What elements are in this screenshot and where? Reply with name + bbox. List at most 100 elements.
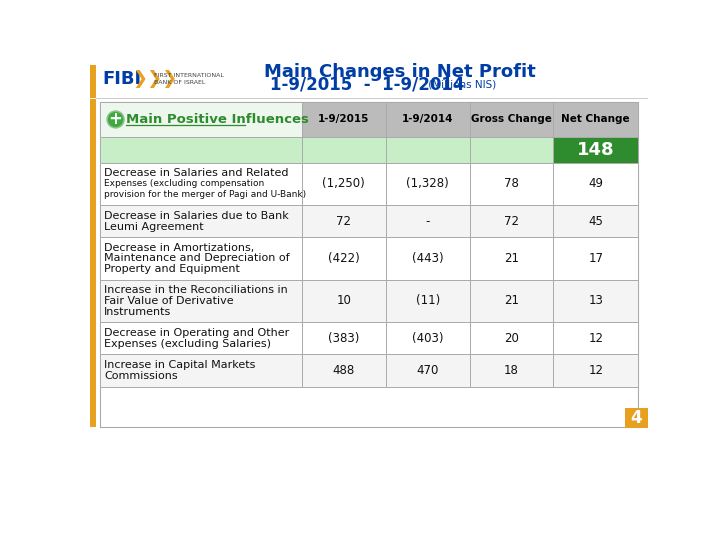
Text: 488: 488 — [333, 364, 355, 377]
Text: ❯❯❯: ❯❯❯ — [132, 70, 178, 89]
Text: (422): (422) — [328, 252, 359, 265]
Text: -: - — [426, 214, 430, 228]
Bar — [554, 322, 638, 354]
Text: 20: 20 — [504, 332, 519, 345]
Circle shape — [109, 112, 122, 126]
Circle shape — [107, 111, 124, 128]
Text: 18: 18 — [504, 364, 519, 377]
Text: Net Change: Net Change — [562, 114, 630, 125]
Text: FIBI: FIBI — [102, 70, 142, 89]
Text: 72: 72 — [336, 214, 351, 228]
Text: Decrease in Amortizations,: Decrease in Amortizations, — [104, 242, 254, 253]
Text: Decrease in Salaries and Related: Decrease in Salaries and Related — [104, 168, 289, 178]
Bar — [386, 163, 469, 205]
Bar — [100, 237, 302, 280]
Bar — [469, 322, 554, 354]
Bar — [386, 102, 469, 137]
Bar — [302, 205, 386, 237]
Bar — [96, 65, 648, 98]
Text: (443): (443) — [412, 252, 444, 265]
Text: Maintenance and Depreciation of: Maintenance and Depreciation of — [104, 253, 289, 264]
Bar — [625, 408, 648, 428]
Bar — [90, 65, 96, 98]
Bar — [554, 137, 638, 163]
Bar — [469, 237, 554, 280]
Text: Expenses (excluding Salaries): Expenses (excluding Salaries) — [104, 339, 271, 348]
Bar — [386, 205, 469, 237]
Text: 148: 148 — [577, 141, 614, 159]
Text: 45: 45 — [588, 214, 603, 228]
Bar — [302, 102, 386, 137]
Bar — [469, 102, 554, 137]
Bar — [100, 322, 302, 354]
Bar — [302, 137, 386, 163]
Bar — [469, 280, 554, 322]
Bar — [100, 205, 302, 237]
Text: Decrease in Salaries due to Bank: Decrease in Salaries due to Bank — [104, 211, 289, 221]
Text: 78: 78 — [504, 177, 519, 190]
Text: Increase in Capital Markets: Increase in Capital Markets — [104, 360, 256, 370]
Text: Leumi Agreement: Leumi Agreement — [104, 221, 204, 232]
Bar — [90, 99, 96, 427]
Text: Gross Change: Gross Change — [471, 114, 552, 125]
Text: Property and Equipment: Property and Equipment — [104, 264, 240, 274]
Bar — [386, 280, 469, 322]
Text: Main Positive Influences: Main Positive Influences — [126, 113, 309, 126]
Text: BANK OF ISRAEL: BANK OF ISRAEL — [153, 80, 205, 85]
Bar — [469, 137, 554, 163]
Bar — [386, 237, 469, 280]
Text: +: + — [109, 111, 122, 129]
Bar — [386, 354, 469, 387]
Text: 12: 12 — [588, 332, 603, 345]
Text: 4: 4 — [631, 409, 642, 427]
Bar — [386, 322, 469, 354]
Text: 21: 21 — [504, 252, 519, 265]
Text: Instruments: Instruments — [104, 307, 171, 316]
Text: Decrease in Operating and Other: Decrease in Operating and Other — [104, 328, 289, 338]
Text: (383): (383) — [328, 332, 359, 345]
Text: provision for the merger of Pagi and U-Bank): provision for the merger of Pagi and U-B… — [104, 190, 306, 199]
Bar — [469, 354, 554, 387]
Text: 13: 13 — [588, 294, 603, 307]
Bar — [554, 237, 638, 280]
Bar — [302, 322, 386, 354]
Text: 10: 10 — [336, 294, 351, 307]
Text: (Millions NIS): (Millions NIS) — [425, 80, 496, 90]
Bar — [100, 102, 302, 137]
Text: Expenses (excluding compensation: Expenses (excluding compensation — [104, 179, 264, 188]
Text: Increase in the Reconciliations in: Increase in the Reconciliations in — [104, 285, 288, 295]
Bar — [554, 102, 638, 137]
Text: Main Changes in Net Profit: Main Changes in Net Profit — [264, 63, 536, 80]
Text: Commissions: Commissions — [104, 371, 178, 381]
Bar — [554, 280, 638, 322]
Bar — [96, 98, 648, 99]
Bar — [554, 205, 638, 237]
Text: 1-9/2014: 1-9/2014 — [402, 114, 454, 125]
Bar — [469, 205, 554, 237]
Text: 1-9/2015: 1-9/2015 — [318, 114, 369, 125]
Bar — [100, 354, 302, 387]
Bar — [469, 163, 554, 205]
Bar — [302, 280, 386, 322]
Bar — [554, 354, 638, 387]
Text: 17: 17 — [588, 252, 603, 265]
Text: Fair Value of Derivative: Fair Value of Derivative — [104, 296, 233, 306]
Bar — [302, 237, 386, 280]
Text: (403): (403) — [412, 332, 444, 345]
Bar — [100, 280, 302, 322]
Bar — [554, 163, 638, 205]
Bar — [302, 354, 386, 387]
Bar — [386, 137, 469, 163]
Text: (1,250): (1,250) — [323, 177, 365, 190]
Text: (11): (11) — [415, 294, 440, 307]
Text: FIRST INTERNATIONAL: FIRST INTERNATIONAL — [153, 73, 223, 78]
Text: 470: 470 — [416, 364, 438, 377]
Bar — [100, 137, 302, 163]
Text: 72: 72 — [504, 214, 519, 228]
Text: 1-9/2015  -  1-9/2014: 1-9/2015 - 1-9/2014 — [270, 76, 464, 94]
Bar — [100, 163, 302, 205]
Text: 21: 21 — [504, 294, 519, 307]
Text: 12: 12 — [588, 364, 603, 377]
Text: 49: 49 — [588, 177, 603, 190]
Bar — [302, 163, 386, 205]
